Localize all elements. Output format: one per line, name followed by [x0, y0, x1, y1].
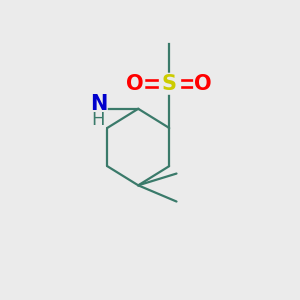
Text: S: S	[162, 74, 177, 94]
Text: H: H	[92, 111, 105, 129]
Text: O: O	[127, 74, 144, 94]
Text: N: N	[90, 94, 107, 114]
Text: O: O	[194, 74, 212, 94]
